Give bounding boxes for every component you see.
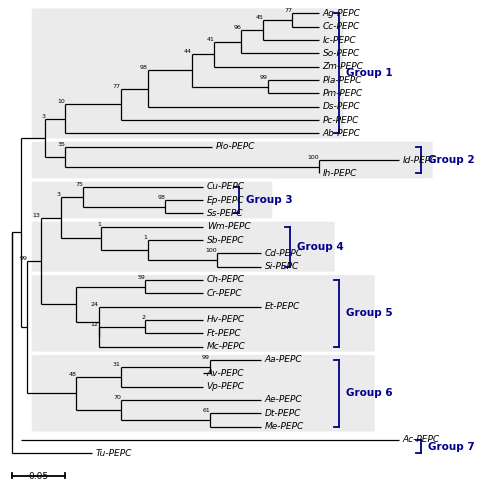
Text: 99: 99 bbox=[260, 75, 268, 80]
Text: 0.05: 0.05 bbox=[28, 472, 48, 481]
Text: Group 5: Group 5 bbox=[346, 309, 393, 318]
Text: 1: 1 bbox=[97, 222, 101, 227]
Text: 77: 77 bbox=[284, 8, 292, 13]
Text: Me-PEPC: Me-PEPC bbox=[264, 422, 304, 431]
Text: Group 2: Group 2 bbox=[428, 155, 475, 165]
Text: 48: 48 bbox=[68, 372, 76, 376]
Text: Group 6: Group 6 bbox=[346, 388, 393, 398]
Text: Cc-PEPC: Cc-PEPC bbox=[322, 22, 360, 31]
Text: 12: 12 bbox=[90, 321, 98, 327]
Text: Dt-PEPC: Dt-PEPC bbox=[264, 409, 301, 418]
Text: Av-PEPC: Av-PEPC bbox=[207, 369, 244, 378]
Text: Ft-PEPC: Ft-PEPC bbox=[207, 329, 242, 338]
Text: Group 3: Group 3 bbox=[246, 195, 292, 205]
Text: Aa-PEPC: Aa-PEPC bbox=[264, 356, 302, 365]
Text: Ch-PEPC: Ch-PEPC bbox=[207, 275, 245, 285]
Text: Cr-PEPC: Cr-PEPC bbox=[207, 289, 242, 298]
Text: 100: 100 bbox=[308, 155, 319, 160]
Text: Ac-PEPC: Ac-PEPC bbox=[403, 435, 440, 444]
Text: Ss-PEPC: Ss-PEPC bbox=[207, 209, 244, 218]
FancyBboxPatch shape bbox=[32, 275, 374, 352]
Text: Group 4: Group 4 bbox=[297, 242, 344, 251]
Text: Hv-PEPC: Hv-PEPC bbox=[207, 315, 245, 324]
Text: Cd-PEPC: Cd-PEPC bbox=[264, 249, 302, 258]
Text: Pc-PEPC: Pc-PEPC bbox=[322, 116, 359, 124]
Text: 41: 41 bbox=[206, 37, 214, 42]
Text: Zm-PEPC: Zm-PEPC bbox=[322, 62, 364, 71]
FancyBboxPatch shape bbox=[32, 222, 335, 272]
Text: 100: 100 bbox=[205, 248, 216, 253]
Text: Et-PEPC: Et-PEPC bbox=[264, 302, 300, 311]
Text: 13: 13 bbox=[33, 212, 40, 218]
Text: Tu-PEPC: Tu-PEPC bbox=[96, 449, 132, 458]
FancyBboxPatch shape bbox=[32, 355, 374, 432]
Text: 61: 61 bbox=[202, 408, 210, 413]
Text: Ag-PEPC: Ag-PEPC bbox=[322, 9, 360, 18]
Text: 59: 59 bbox=[138, 275, 145, 280]
FancyBboxPatch shape bbox=[32, 182, 272, 218]
Text: Sb-PEPC: Sb-PEPC bbox=[207, 236, 244, 245]
Text: Ep-PEPC: Ep-PEPC bbox=[207, 195, 244, 204]
FancyBboxPatch shape bbox=[32, 142, 432, 179]
Text: Wm-PEPC: Wm-PEPC bbox=[207, 222, 250, 231]
Text: 70: 70 bbox=[113, 395, 121, 400]
Text: 10: 10 bbox=[58, 99, 65, 104]
Text: Pla-PEPC: Pla-PEPC bbox=[322, 75, 362, 85]
Text: Vp-PEPC: Vp-PEPC bbox=[207, 382, 244, 391]
Text: 77: 77 bbox=[113, 84, 121, 89]
Text: Ae-PEPC: Ae-PEPC bbox=[264, 395, 302, 404]
Text: Group 1: Group 1 bbox=[346, 68, 393, 78]
Text: 99: 99 bbox=[20, 256, 28, 261]
Text: 98: 98 bbox=[158, 195, 166, 200]
Text: So-PEPC: So-PEPC bbox=[322, 49, 360, 58]
Text: 1: 1 bbox=[144, 235, 148, 240]
Text: 75: 75 bbox=[75, 182, 83, 186]
Text: 45: 45 bbox=[256, 15, 264, 20]
Text: 2: 2 bbox=[142, 315, 146, 320]
Text: 31: 31 bbox=[113, 362, 121, 367]
Text: Mc-PEPC: Mc-PEPC bbox=[207, 342, 246, 351]
Text: Ds-PEPC: Ds-PEPC bbox=[322, 102, 360, 111]
FancyBboxPatch shape bbox=[32, 8, 344, 138]
Text: 24: 24 bbox=[90, 302, 98, 307]
Text: 99: 99 bbox=[202, 355, 210, 360]
Text: Ab-PEPC: Ab-PEPC bbox=[322, 129, 360, 138]
Text: Id-PEPC: Id-PEPC bbox=[403, 156, 437, 165]
Text: Si-PEPC: Si-PEPC bbox=[264, 262, 299, 271]
Text: 44: 44 bbox=[184, 49, 192, 54]
Text: Pm-PEPC: Pm-PEPC bbox=[322, 89, 362, 98]
Text: 35: 35 bbox=[58, 142, 65, 147]
Text: 3: 3 bbox=[56, 191, 60, 197]
Text: 3: 3 bbox=[41, 114, 45, 119]
Text: Plo-PEPC: Plo-PEPC bbox=[216, 142, 255, 151]
Text: Ic-PEPC: Ic-PEPC bbox=[322, 36, 356, 45]
Text: Group 7: Group 7 bbox=[428, 441, 475, 451]
Text: Ih-PEPC: Ih-PEPC bbox=[322, 169, 357, 178]
Text: 98: 98 bbox=[140, 65, 147, 70]
Text: Cu-PEPC: Cu-PEPC bbox=[207, 182, 245, 191]
Text: 96: 96 bbox=[233, 25, 241, 30]
